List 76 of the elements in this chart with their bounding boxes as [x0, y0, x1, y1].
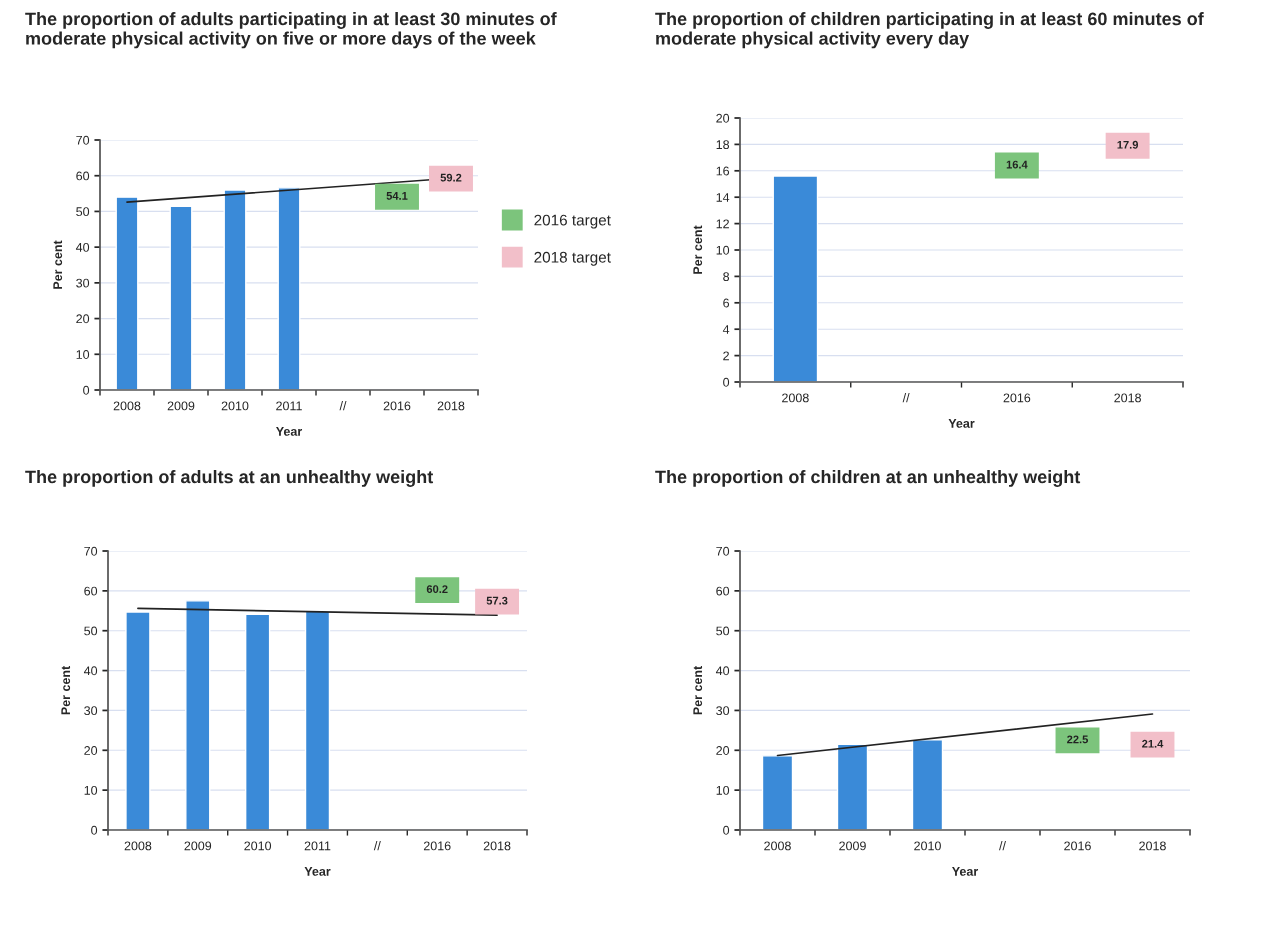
- y-tick-label: 20: [716, 746, 730, 755]
- y-tick-label: 30: [84, 706, 98, 716]
- x-axis-title: Year: [276, 427, 303, 436]
- x-tick-label: //: [999, 841, 1006, 851]
- x-axis-title: Year: [948, 419, 975, 428]
- bar: [761, 755, 794, 830]
- x-tick-label: 2011: [304, 841, 331, 851]
- legend-label: 2016 target: [534, 214, 611, 229]
- x-tick-label: 2011: [276, 401, 302, 411]
- x-axis-title: Year: [952, 867, 979, 876]
- x-tick-label: 2010: [914, 841, 941, 851]
- x-tick-label: 2010: [244, 841, 272, 851]
- y-tick-label: 14: [716, 193, 730, 202]
- y-tick-label: 0: [91, 825, 98, 835]
- y-tick-label: 40: [83, 666, 98, 676]
- x-tick-label: //: [902, 393, 910, 403]
- y-tick-label: 40: [75, 242, 90, 252]
- x-tick-label: 2010: [221, 401, 249, 411]
- y-tick-label: 10: [76, 350, 90, 359]
- x-tick-label: 2018: [483, 841, 511, 851]
- y-tick-label: 70: [76, 135, 90, 145]
- y-tick-label: 20: [716, 113, 730, 123]
- y-tick-label: 50: [84, 626, 98, 636]
- y-tick-label: 60: [76, 171, 90, 181]
- y-tick-label: 0: [83, 385, 90, 395]
- y-tick-label: 12: [716, 219, 729, 229]
- x-tick-label: //: [339, 401, 347, 411]
- x-tick-label: 2018: [1114, 393, 1141, 403]
- y-tick-label: 70: [84, 546, 98, 556]
- chart-title: The proportion of adults participating in at least 30 minutes of moderate physical activity on five or more days of the week: [25, 12, 557, 49]
- x-tick-label: 2008: [113, 401, 141, 411]
- y-tick-label: 0: [723, 377, 730, 387]
- x-tick-label: 2008: [124, 841, 152, 851]
- x-tick-label: 2016: [1064, 841, 1091, 851]
- chart-title: The proportion of adults at an unhealthy weight: [25, 470, 434, 487]
- y-tick-label: 20: [84, 746, 98, 755]
- bar: [836, 743, 869, 830]
- x-tick-label: 2016: [423, 841, 451, 851]
- y-tick-label: 50: [76, 207, 90, 217]
- x-tick-label: 2016: [383, 401, 411, 411]
- y-tick-label: 70: [716, 546, 730, 556]
- y-tick-label: 0: [723, 825, 730, 835]
- y-axis-title: Per cent: [693, 665, 703, 715]
- x-tick-label: 2008: [782, 393, 809, 403]
- legend-label: 2018 target: [534, 251, 611, 266]
- x-tick-label: 2018: [437, 401, 465, 411]
- y-tick-label: 6: [723, 298, 730, 308]
- y-axis-title: Per cent: [61, 665, 71, 715]
- x-tick-label: //: [373, 841, 381, 851]
- y-tick-label: 30: [716, 706, 730, 716]
- y-tick-label: 18: [716, 140, 730, 150]
- y-tick-label: 10: [716, 785, 730, 795]
- y-axis-title: Per cent: [693, 225, 703, 274]
- y-tick-label: 10: [84, 785, 98, 795]
- chart-title: The proportion of children at an unhealthy weight: [655, 470, 1081, 487]
- y-tick-label: 30: [76, 278, 90, 288]
- y-tick-label: 50: [716, 626, 730, 636]
- y-tick-label: 2: [723, 351, 729, 361]
- x-tick-label: 2016: [1003, 393, 1031, 403]
- y-tick-label: 60: [84, 586, 98, 596]
- y-tick-label: 4: [722, 325, 730, 334]
- x-tick-label: 2009: [184, 841, 212, 851]
- y-tick-label: 10: [716, 245, 730, 255]
- x-tick-label: 2009: [167, 401, 195, 411]
- y-tick-label: 20: [76, 314, 90, 324]
- y-tick-label: 40: [715, 666, 730, 676]
- y-tick-label: 8: [723, 272, 730, 282]
- x-tick-label: 2009: [839, 841, 866, 851]
- x-tick-label: 2018: [1139, 841, 1166, 851]
- x-axis-title: Year: [304, 867, 331, 876]
- chart-title: The proportion of children participating in at least 60 minutes of moderate physical activity every day: [655, 12, 1204, 49]
- y-axis-title: Per cent: [53, 240, 63, 289]
- bar: [911, 739, 944, 830]
- y-tick-label: 60: [716, 586, 730, 596]
- y-tick-label: 16: [716, 166, 730, 176]
- x-tick-label: 2008: [764, 841, 791, 851]
